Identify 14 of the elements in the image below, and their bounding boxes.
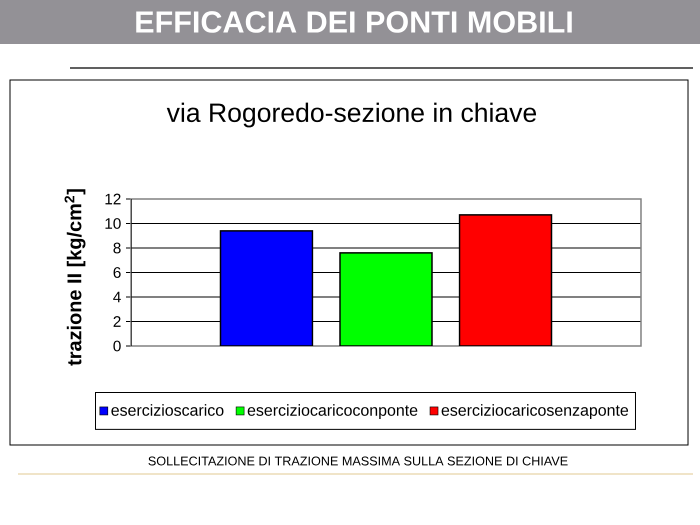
- y-tick-label: 8: [113, 242, 121, 254]
- chart-subtitle: via Rogoredo-sezione in chiave: [166, 102, 536, 128]
- legend-label: eserciziocaricoconponte: [248, 404, 418, 420]
- legend-label: esercizioscarico: [111, 404, 224, 416]
- y-axis-title: trazione II [kg/cm$^{2}$]: [64, 189, 86, 366]
- text: SOLLECITAZIONE DI TRAZIONE MASSIMA SULLA SEZIONE DI CHIAVE: [148, 456, 568, 466]
- y-tick-label: 10: [105, 218, 121, 229]
- y-tick-label: 6: [114, 267, 121, 278]
- y-tick-label: 4: [113, 292, 121, 302]
- y-tick-label: 2: [114, 316, 121, 327]
- chart-title: EFFICACIA DEI PONTI MOBILI: [136, 11, 572, 33]
- y-tick-label: 0: [113, 340, 121, 352]
- y-tick-label: 12: [105, 194, 121, 204]
- legend-label: eserciziocaricosenzaponte: [442, 404, 628, 420]
